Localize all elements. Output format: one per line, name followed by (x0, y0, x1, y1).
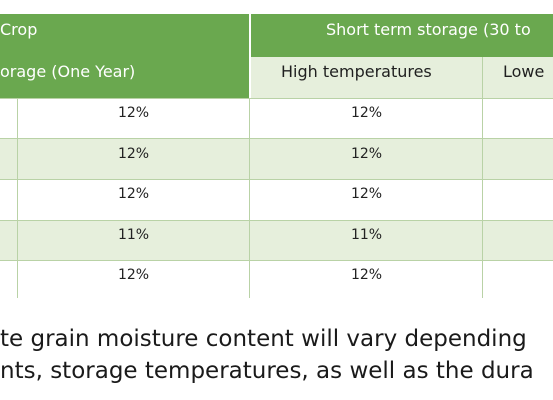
header-short-term-storage: Short term storage (30 to (326, 20, 531, 39)
cell-long-term: 12% (117, 105, 150, 121)
header-crop: Crop (0, 20, 38, 39)
cell-long-term: 12% (117, 146, 150, 162)
grid-line (0, 220, 553, 221)
grid-line (17, 98, 18, 298)
grid-line (0, 260, 553, 261)
grid-line (0, 138, 553, 139)
cell-long-term: 12% (117, 267, 150, 283)
cell-high-temp: 12% (350, 267, 383, 283)
cell-high-temp: 11% (350, 227, 383, 243)
table-header-row-1 (0, 14, 553, 57)
table-row (0, 98, 553, 138)
header-divider (249, 14, 251, 57)
cell-high-temp: 12% (350, 105, 383, 121)
table-row (0, 138, 553, 179)
footnote-line-2: nts, storage temperatures, as well as th… (0, 358, 534, 384)
cell-long-term: 12% (117, 186, 150, 202)
table-header-row-2-right (251, 57, 553, 98)
grid-line (482, 57, 483, 298)
cell-high-temp: 12% (350, 146, 383, 162)
cell-long-term: 11% (117, 227, 150, 243)
header-long-term-storage: orage (One Year) (0, 62, 136, 81)
footnote-line-1: te grain moisture content will vary depe… (0, 326, 527, 352)
table-row (0, 220, 553, 260)
table-row (0, 179, 553, 220)
grid-line (0, 98, 553, 99)
header-lower: Lowe (503, 62, 545, 81)
grid-line (0, 179, 553, 180)
table-row (0, 260, 553, 298)
cell-high-temp: 12% (350, 186, 383, 202)
table-header-row-2-left (0, 57, 249, 98)
grid-line (249, 98, 250, 298)
header-high-temperatures: High temperatures (281, 62, 432, 81)
